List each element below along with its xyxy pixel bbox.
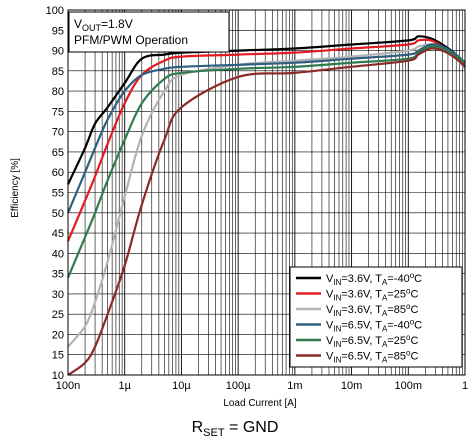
y-tick-label: 95 <box>52 25 64 37</box>
y-tick-label: 30 <box>52 289 64 301</box>
x-tick-label: 100µ <box>226 380 251 392</box>
y-tick-label: 20 <box>52 329 64 341</box>
y-tick-label: 90 <box>52 46 64 58</box>
legend-entry: VIN=6.5V, TA=85oC <box>326 349 419 365</box>
series-lines <box>66 35 466 376</box>
y-tick-label: 70 <box>52 127 64 139</box>
x-tick-label: 1 <box>462 380 468 392</box>
plot-frame <box>67 9 466 376</box>
annotation-line2: PFM/PWM Operation <box>74 33 188 47</box>
x-axis-label: Load Current [A] <box>223 398 297 409</box>
x-tick-label: 100n <box>56 380 80 392</box>
y-tick-label: 100 <box>46 5 64 17</box>
y-tick-labels: 10 15 20 25 30 35 40 45 50 55 60 65 70 75 80 85 90 95 100 <box>46 5 64 382</box>
y-tick-label: 55 <box>52 188 64 200</box>
x-tick-label: 10µ <box>172 380 191 392</box>
y-tick-label: 25 <box>52 309 64 321</box>
y-tick-label: 45 <box>52 228 64 240</box>
annotation-line1: VOUT=1.8V <box>74 17 133 33</box>
x-tick-label: 10m <box>341 380 362 392</box>
series-line <box>66 38 466 242</box>
legend-entry: VIN=3.6V, TA=85oC <box>326 302 419 318</box>
series-line <box>67 47 466 376</box>
x-tick-label: 1m <box>287 380 302 392</box>
series-line <box>66 45 466 279</box>
y-axis-label: Efficiency [%] <box>10 158 21 218</box>
y-tick-label: 65 <box>52 147 64 159</box>
legend-entry: VIN=3.6V, TA=-40oC <box>326 271 422 287</box>
y-tick-label: 35 <box>52 269 64 281</box>
y-tick-label: 50 <box>52 208 64 220</box>
y-tick-label: 40 <box>52 248 64 260</box>
y-tick-label: 15 <box>52 350 64 362</box>
annotation-box: VOUT=1.8V PFM/PWM Operation <box>68 11 230 53</box>
x-tick-label: 100m <box>395 380 423 392</box>
y-tick-label: 80 <box>52 86 64 98</box>
legend-entry: VIN=6.5V, TA=25oC <box>326 333 419 349</box>
y-tick-label: 75 <box>52 106 64 118</box>
series-line <box>66 43 466 214</box>
y-tick-label: 10 <box>52 370 64 382</box>
legend-entry: VIN=3.6V, TA=25oC <box>326 287 419 303</box>
y-tick-label: 60 <box>52 167 64 179</box>
x-tick-labels: 100n 1µ 10µ 100µ 1m 10m 100m 1 <box>56 380 468 392</box>
x-tick-label: 1µ <box>118 380 131 392</box>
chart-caption: RSET = GND <box>192 419 279 439</box>
series-line <box>67 35 466 185</box>
legend-entry: VIN=6.5V, TA=-40oC <box>326 318 422 334</box>
y-tick-label: 85 <box>52 66 64 78</box>
